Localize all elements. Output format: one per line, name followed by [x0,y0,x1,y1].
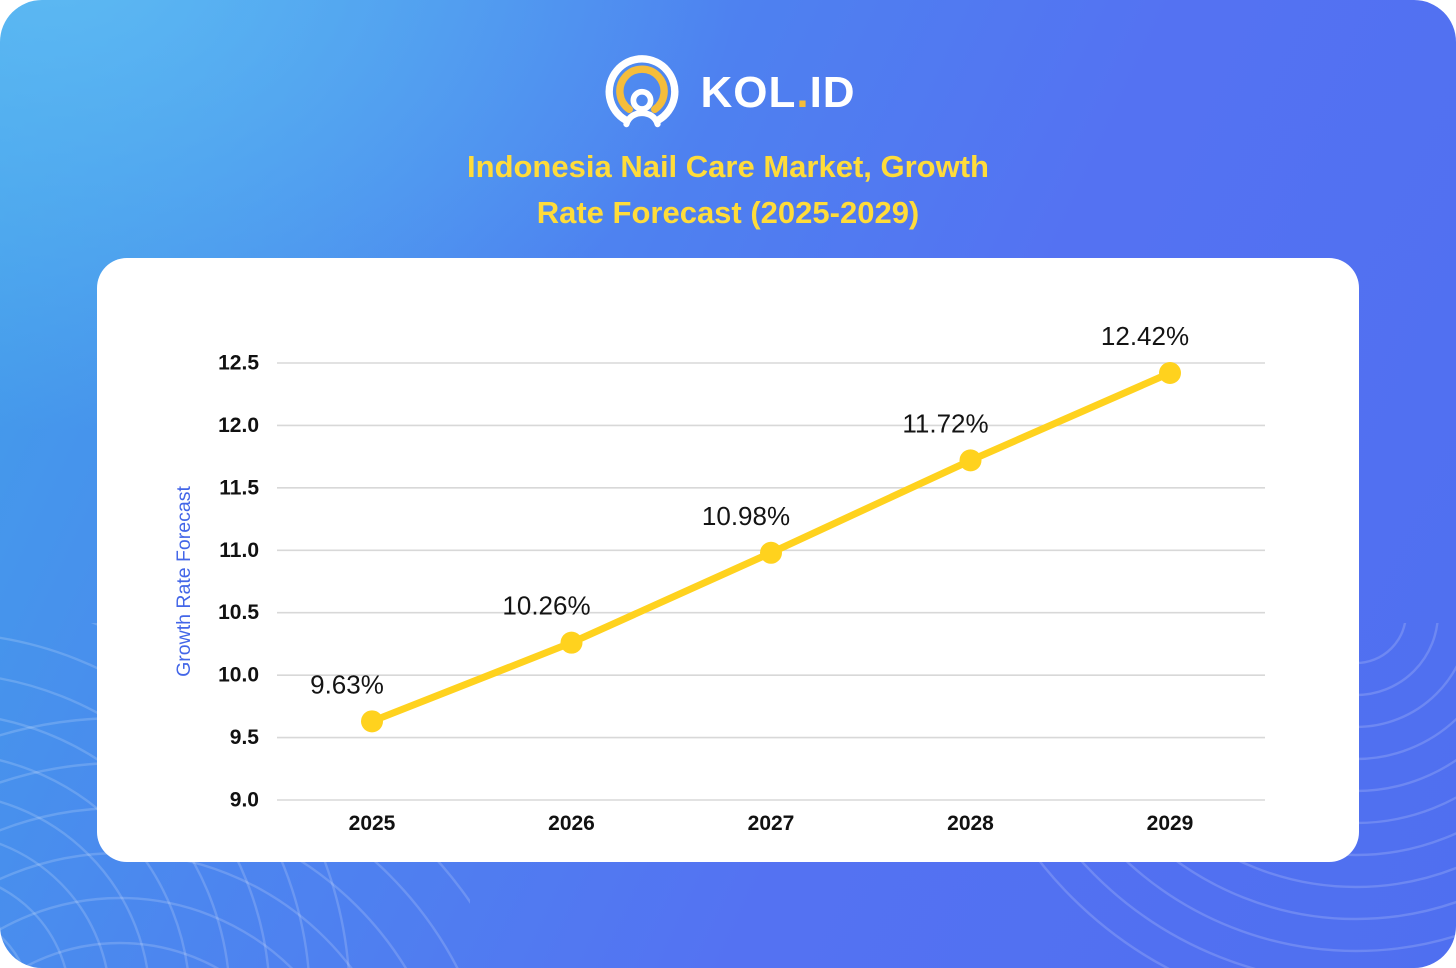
brand-text-dot: . [796,68,810,117]
x-tick-label: 2028 [947,812,994,835]
y-tick-label: 9.5 [230,726,260,749]
page-title: Indonesia Nail Care Market, Growth Rate … [0,144,1456,236]
x-tick-label: 2025 [349,812,396,835]
y-tick-label: 10.0 [218,664,259,687]
page-title-line1: Indonesia Nail Care Market, Growth [467,149,989,184]
y-tick-label: 11.5 [219,476,259,499]
chart-card: 9.0 9.5 10.0 10.5 11.0 11.5 12.0 12.5 2025 2026 20… [97,258,1359,862]
page-title-line2: Rate Forecast (2025-2029) [536,194,920,230]
y-tick-label: 9.0 [230,789,259,812]
data-point-label: 10.26% [502,591,590,621]
growth-line-chart: 9.0 9.5 10.0 10.5 11.0 11.5 12.0 12.5 2025 2026 20… [173,321,1265,835]
brand-text-kol: KOL [700,68,797,117]
y-tick-label: 12.0 [218,414,259,437]
data-point [361,710,383,733]
y-tick-label: 10.5 [218,601,259,624]
data-point [1159,361,1181,384]
y-tick-label: 11.0 [219,539,259,562]
data-point [959,449,982,472]
x-tick-label: 2027 [748,812,795,835]
y-tick-label: 12.5 [218,352,259,375]
data-point-label: 10.98% [702,501,790,531]
kol-id-logo-icon [605,55,679,128]
data-point-label: 12.42% [1101,321,1189,351]
x-tick-label: 2029 [1147,812,1194,835]
x-tick-label: 2026 [548,812,595,835]
brand-header: KOL.ID [0,52,1456,134]
y-axis-title: Growth Rate Forecast [173,486,195,677]
brand-text-id: ID [809,68,856,117]
data-point-label: 9.63% [310,669,384,699]
data-point [760,541,782,564]
brand-wordmark: KOL.ID [700,68,855,118]
data-point-label: 11.72% [902,408,988,438]
data-point [560,631,583,654]
